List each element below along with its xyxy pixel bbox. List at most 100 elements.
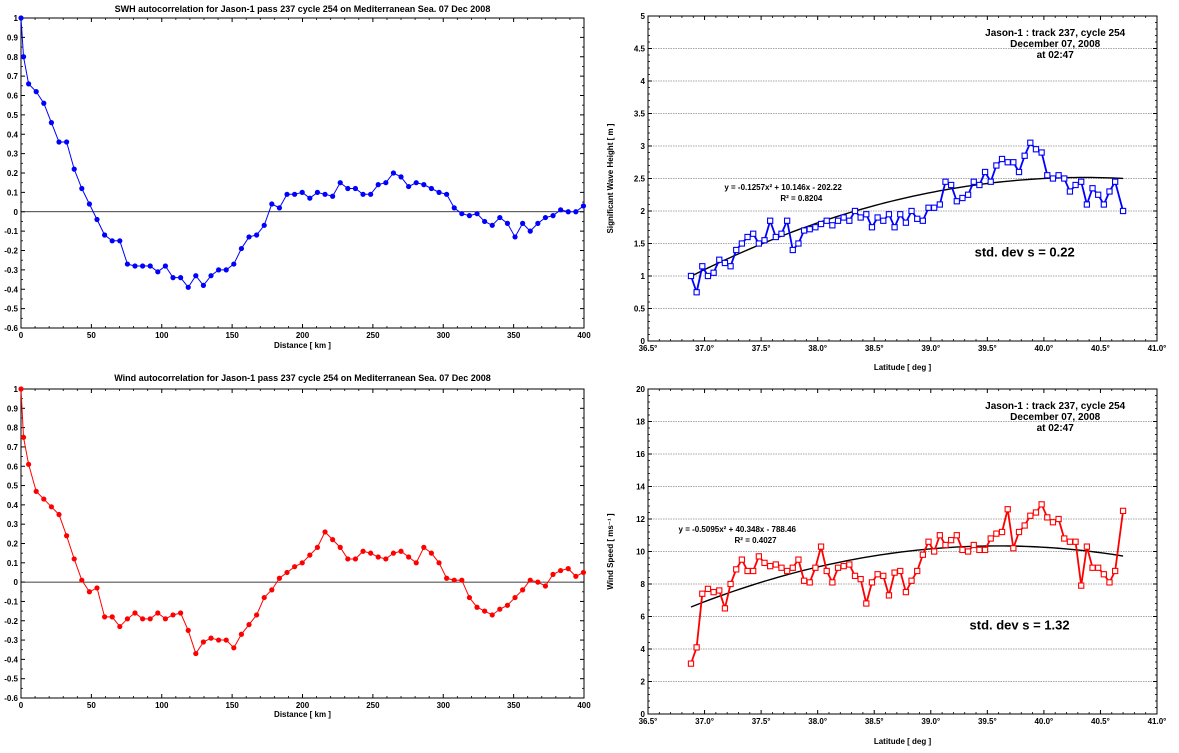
data-point bbox=[375, 554, 381, 560]
y-tick-label: 4.5 bbox=[634, 45, 646, 54]
data-point bbox=[1100, 201, 1107, 208]
y-tick-label: 0.5 bbox=[7, 111, 19, 120]
data-point bbox=[1078, 582, 1085, 589]
chart-title: SWH autocorrelation for Jason-1 pass 237… bbox=[115, 4, 491, 14]
data-point bbox=[238, 631, 245, 637]
data-point bbox=[721, 605, 729, 612]
data-point bbox=[345, 556, 351, 562]
data-point bbox=[284, 569, 290, 576]
data-point bbox=[908, 577, 915, 584]
data-point bbox=[140, 263, 146, 269]
data-point bbox=[761, 559, 768, 567]
data-point bbox=[512, 594, 518, 601]
data-point bbox=[330, 193, 336, 199]
data-point bbox=[459, 211, 465, 217]
data-point bbox=[942, 541, 949, 549]
x-tick-label: 37.0° bbox=[695, 344, 714, 353]
y-tick-label: 5 bbox=[641, 12, 646, 21]
data-point bbox=[964, 548, 972, 555]
data-point bbox=[981, 168, 989, 176]
data-point bbox=[527, 228, 533, 234]
y-tick-label: 1.5 bbox=[634, 240, 646, 249]
y-axis-label: Significant Wave Height [ m ] bbox=[606, 123, 615, 233]
x-tick-label: 350 bbox=[507, 331, 521, 340]
data-point bbox=[1066, 538, 1074, 545]
data-point bbox=[20, 54, 27, 60]
y-tick-label: 0.8 bbox=[7, 53, 19, 62]
data-point bbox=[18, 386, 24, 392]
y-tick-label: -0.3 bbox=[4, 266, 18, 275]
data-point bbox=[936, 201, 943, 208]
data-point bbox=[908, 207, 915, 215]
data-point bbox=[687, 660, 695, 667]
data-point bbox=[829, 579, 836, 586]
data-point bbox=[117, 238, 123, 244]
y-tick-label: -0.6 bbox=[4, 324, 18, 333]
data-point bbox=[1106, 188, 1113, 195]
data-point bbox=[1049, 175, 1057, 182]
annotation-line: at 02:47 bbox=[1037, 50, 1075, 61]
data-point bbox=[223, 637, 229, 643]
data-point bbox=[246, 234, 252, 240]
data-point bbox=[1119, 207, 1127, 215]
data-point bbox=[716, 256, 723, 263]
data-point bbox=[41, 100, 47, 106]
data-point bbox=[208, 273, 214, 279]
data-point bbox=[733, 566, 740, 573]
data-point bbox=[733, 246, 740, 254]
data-point bbox=[1010, 159, 1017, 166]
y-tick-label: 0.6 bbox=[7, 92, 19, 101]
y-tick-label: 0.8 bbox=[7, 424, 19, 433]
y-tick-label: -0.3 bbox=[4, 636, 18, 645]
data-point bbox=[885, 592, 893, 599]
y-tick-label: 1 bbox=[14, 385, 19, 394]
data-point bbox=[755, 553, 762, 560]
data-point bbox=[755, 240, 762, 247]
data-point bbox=[880, 572, 887, 580]
data-point bbox=[772, 561, 779, 568]
plot-frame bbox=[20, 388, 585, 699]
data-point bbox=[383, 180, 389, 186]
data-point bbox=[322, 529, 328, 535]
y-tick-label: -0.6 bbox=[4, 694, 18, 703]
data-point bbox=[1015, 168, 1023, 176]
data-point bbox=[931, 204, 938, 211]
data-point bbox=[1038, 149, 1045, 156]
fit-equation: y = -0.5095x² + 40.348x - 788.46 bbox=[679, 525, 797, 534]
data-point bbox=[750, 567, 757, 575]
x-tick-label: 39.5° bbox=[978, 717, 997, 726]
data-point bbox=[474, 211, 480, 217]
data-point bbox=[959, 194, 966, 202]
data-point bbox=[919, 217, 927, 224]
data-point bbox=[451, 205, 457, 211]
y-tick-label: 0.2 bbox=[7, 540, 19, 549]
data-point bbox=[352, 556, 359, 562]
data-point bbox=[155, 269, 161, 275]
std-dev-label: std. dev s = 0.22 bbox=[975, 245, 1075, 260]
data-point bbox=[846, 217, 853, 224]
data-point bbox=[1021, 522, 1028, 529]
data-point bbox=[925, 204, 932, 211]
data-point bbox=[246, 622, 252, 628]
data-point bbox=[216, 267, 222, 273]
x-tick-label: 37.5° bbox=[752, 717, 771, 726]
x-tick-label: 40.0° bbox=[1034, 344, 1053, 353]
data-point bbox=[750, 230, 757, 237]
data-point bbox=[710, 588, 717, 596]
data-point bbox=[834, 217, 842, 224]
data-point bbox=[56, 511, 62, 518]
data-point bbox=[132, 610, 138, 616]
x-tick-label: 38.5° bbox=[865, 344, 884, 353]
x-tick-label: 40.5° bbox=[1091, 717, 1110, 726]
data-point bbox=[413, 180, 419, 186]
data-point bbox=[812, 224, 819, 231]
x-tick-label: 400 bbox=[577, 331, 591, 340]
data-point bbox=[891, 569, 898, 576]
data-point bbox=[360, 548, 366, 554]
data-point bbox=[307, 552, 313, 558]
data-point bbox=[178, 610, 184, 616]
data-point bbox=[1004, 159, 1011, 166]
data-point bbox=[800, 577, 808, 584]
data-point bbox=[970, 178, 977, 185]
